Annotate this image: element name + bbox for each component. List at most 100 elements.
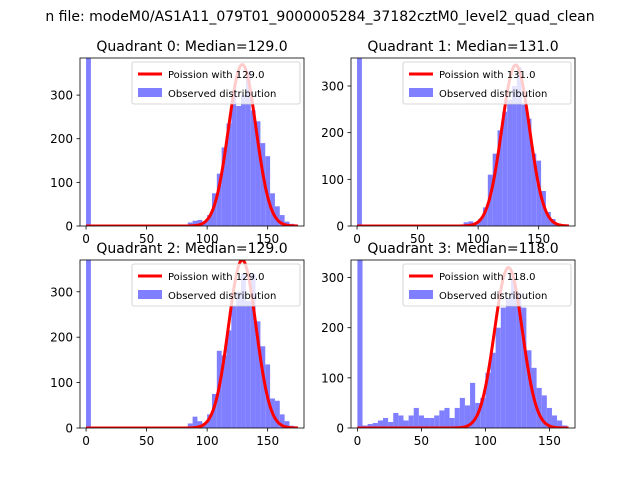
legend-label-curve: Poission with 131.0 [439, 70, 535, 81]
hist-bar [536, 387, 542, 428]
y-tick-label: 100 [321, 371, 344, 385]
hist-bar [187, 222, 193, 226]
x-tick-label: 100 [474, 434, 497, 448]
chart-panel-3: 0 50 100 150 0 100 200 300 Quadrant 3: Median=11… [321, 241, 576, 448]
y-tick-label: 300 [50, 89, 73, 103]
hist-bar [372, 422, 378, 428]
hist-bar [551, 415, 558, 428]
y-tick-label: 200 [321, 321, 344, 335]
axes-frame [350, 259, 576, 429]
x-tick-label: 50 [139, 232, 154, 246]
legend: Poission with 129.0 Observed distribution [131, 263, 301, 307]
hist-bar [500, 307, 506, 428]
hist-bar [526, 118, 532, 226]
x-tick-label: 0 [82, 232, 90, 246]
x-tick-label: 50 [414, 434, 429, 448]
hist-bar [250, 110, 256, 226]
hist-bar [449, 417, 455, 428]
hist-bar [485, 372, 491, 428]
legend-label-hist: Observed distribution [439, 291, 547, 302]
hist-bar [241, 95, 246, 226]
hist-bar [516, 67, 522, 226]
legend: Poission with 129.0 Observed distribution [131, 61, 301, 105]
hist-bar [207, 414, 212, 428]
legend-label-curve: Poission with 118.0 [439, 272, 535, 283]
hist-bar [260, 346, 266, 428]
x-tick-label: 100 [467, 232, 490, 246]
hist-bar [521, 307, 527, 428]
hist-bar [403, 420, 409, 428]
x-tick-label: 0 [82, 434, 90, 448]
hist-bar [221, 147, 227, 226]
hist-bar [367, 423, 373, 428]
hist-bar [459, 397, 465, 428]
hist-bar [444, 407, 450, 428]
hist-bar [423, 417, 430, 428]
hist-bar [357, 58, 362, 226]
y-tick-label: 300 [321, 271, 344, 285]
hist-bar [245, 71, 251, 226]
hist-bar [516, 292, 522, 428]
hist-bar [192, 416, 198, 428]
hist-bar [255, 121, 261, 226]
hist-bar [216, 173, 222, 226]
hist-bar [418, 415, 424, 428]
chart-title: Quadrant 3: Median=118.0 [367, 241, 558, 257]
hist-bar [388, 421, 394, 428]
hist-bar [480, 397, 486, 428]
y-tick-label: 100 [50, 376, 73, 390]
legend-box [402, 61, 572, 105]
hist-bar [478, 219, 483, 226]
axes-frame [79, 57, 305, 227]
y-tick-label: 300 [321, 80, 344, 94]
hist-bar [250, 273, 256, 428]
x-tick-label: 150 [527, 232, 550, 246]
hist-bar [226, 123, 232, 226]
legend: Poission with 118.0 Observed distribution [402, 263, 572, 307]
legend-label-curve: Poission with 129.0 [168, 70, 264, 81]
legend-box [131, 61, 301, 105]
legend-box [131, 263, 301, 307]
hist-bar [429, 417, 435, 428]
hist-bar [492, 153, 498, 226]
hist-bar [398, 415, 404, 428]
hist-bar [226, 330, 232, 428]
y-tick-label: 200 [50, 132, 73, 146]
legend-box [402, 263, 572, 307]
hist-bar [231, 305, 237, 428]
hist-bar [377, 420, 383, 428]
chart-title: Quadrant 1: Median=131.0 [367, 39, 558, 55]
chart-panel-2: 0 50 100 150 0 100 200 300 Quadrant 2: Median=12… [50, 241, 305, 448]
hist-bar [274, 206, 280, 226]
hist-bar [490, 352, 496, 428]
y-tick-label: 100 [50, 176, 73, 190]
hist-bar [274, 400, 280, 428]
hist-bar [207, 215, 212, 226]
legend-hist-swatch [409, 88, 433, 97]
hist-bar [260, 143, 266, 226]
hist-bar [236, 291, 242, 428]
hist-bar [284, 421, 290, 428]
hist-bar [192, 220, 198, 226]
hist-bar [470, 382, 476, 428]
hist-bar [464, 405, 471, 428]
hist-bar [241, 273, 246, 428]
hist-bar [507, 100, 513, 226]
x-tick-label: 50 [410, 232, 425, 246]
hist-bar [434, 415, 440, 428]
axes-frame [79, 259, 305, 429]
hist-bar [521, 104, 527, 226]
legend-label-hist: Observed distribution [168, 89, 276, 100]
hist-bar [236, 106, 242, 226]
hist-bar [545, 212, 551, 226]
y-tick-label: 200 [50, 331, 73, 345]
chart-title: Quadrant 2: Median=129.0 [96, 241, 287, 257]
chart-panel-1: 0 50 100 150 0 100 200 300 Quadrant 1: Median=13… [321, 39, 576, 246]
hist-bar [221, 355, 227, 428]
chart-title: Quadrant 0: Median=129.0 [96, 39, 287, 55]
hist-bar [482, 207, 488, 226]
hist-bar [357, 260, 363, 428]
hist-bar [255, 321, 261, 428]
poisson-curve [356, 266, 570, 428]
